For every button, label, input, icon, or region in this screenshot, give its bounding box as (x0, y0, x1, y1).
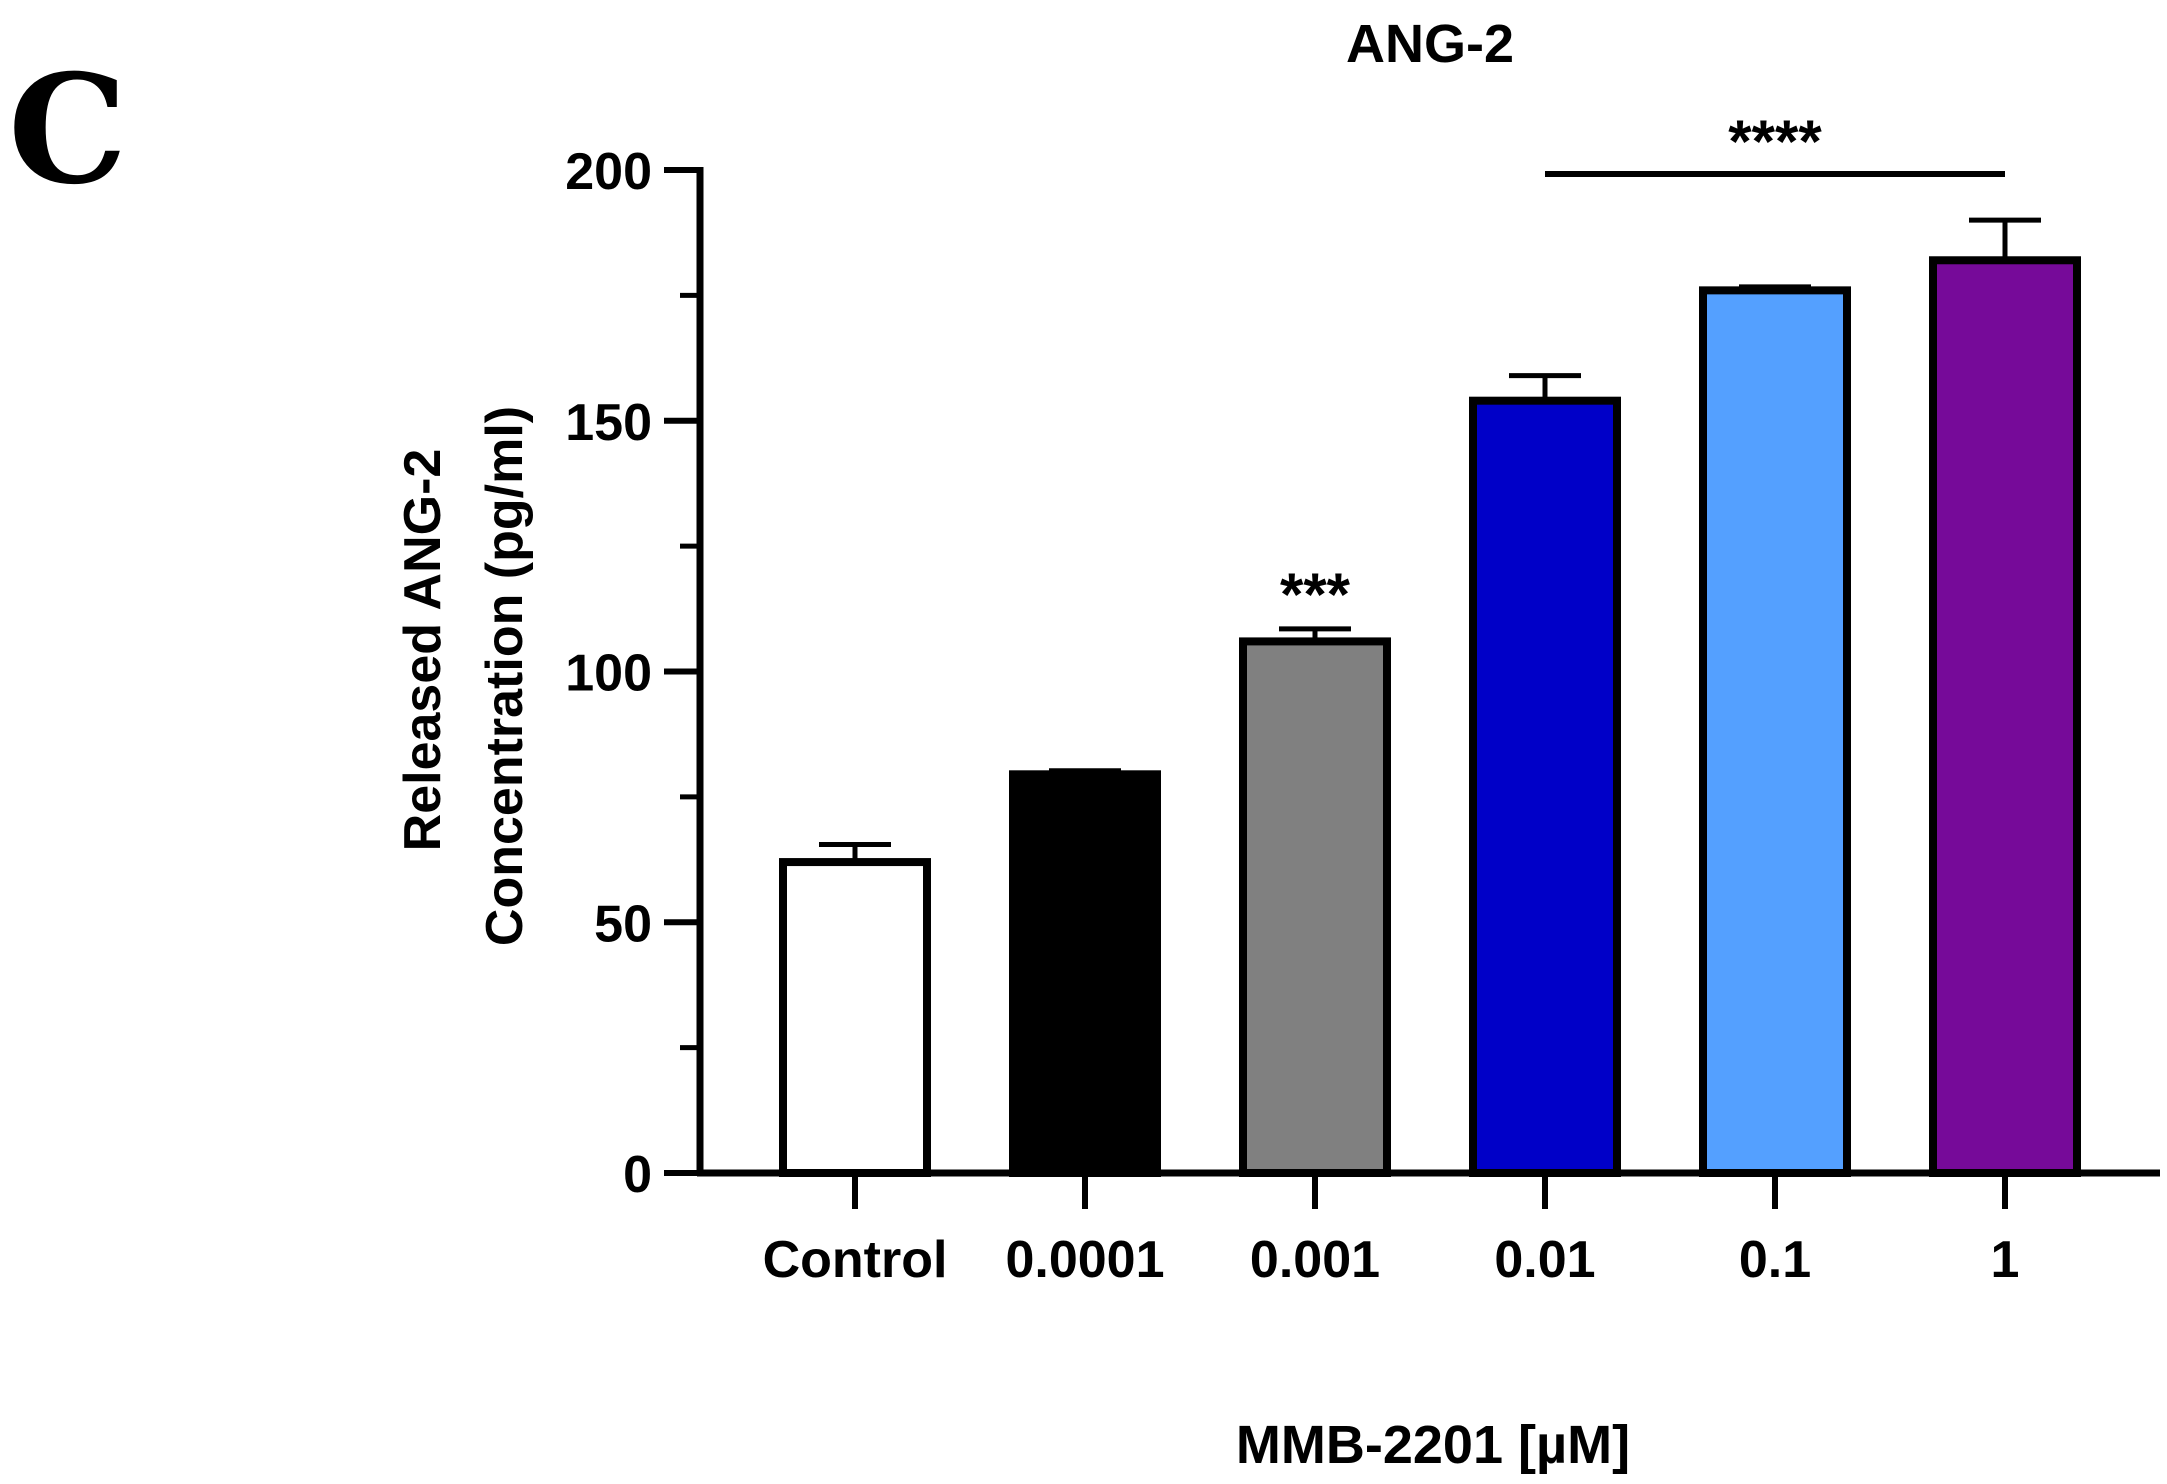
bar (1929, 256, 2081, 1177)
bar (1239, 637, 1391, 1177)
bar (779, 858, 931, 1177)
x-axis-label: MMB-2201 [µM] (1236, 1415, 1630, 1475)
x-tick-label: 0.1 (1739, 1231, 1811, 1289)
x-tick-label: Control (763, 1231, 948, 1289)
chart-title: ANG-2 (1346, 14, 1514, 74)
y-tick-label: 150 (565, 394, 652, 452)
x-tick-label: 1 (1991, 1231, 2020, 1289)
x-tick-label: 0.001 (1250, 1231, 1380, 1289)
y-tick-label: 200 (565, 143, 652, 201)
x-tick-label: 0.0001 (1005, 1231, 1164, 1289)
y-tick-label: 0 (623, 1146, 652, 1204)
x-tick-label: 0.01 (1494, 1231, 1595, 1289)
y-tick-label: 50 (594, 895, 652, 953)
bar (1009, 770, 1161, 1177)
y-tick-label: 100 (565, 645, 652, 703)
plot-area: 0 50 100 150 200 Control 0.0001 0.001 0.01 0.1 1 **… (565, 108, 2160, 1289)
y-axis-label-line-1: Released ANG-2 (394, 449, 452, 852)
panel-label: C (8, 42, 127, 218)
bar (1699, 286, 1851, 1177)
y-axis-label-line-2: Concentration (pg/ml) (476, 406, 534, 946)
significance-label: **** (1728, 108, 1822, 175)
bar (1469, 396, 1621, 1177)
significance-label: *** (1280, 561, 1351, 628)
